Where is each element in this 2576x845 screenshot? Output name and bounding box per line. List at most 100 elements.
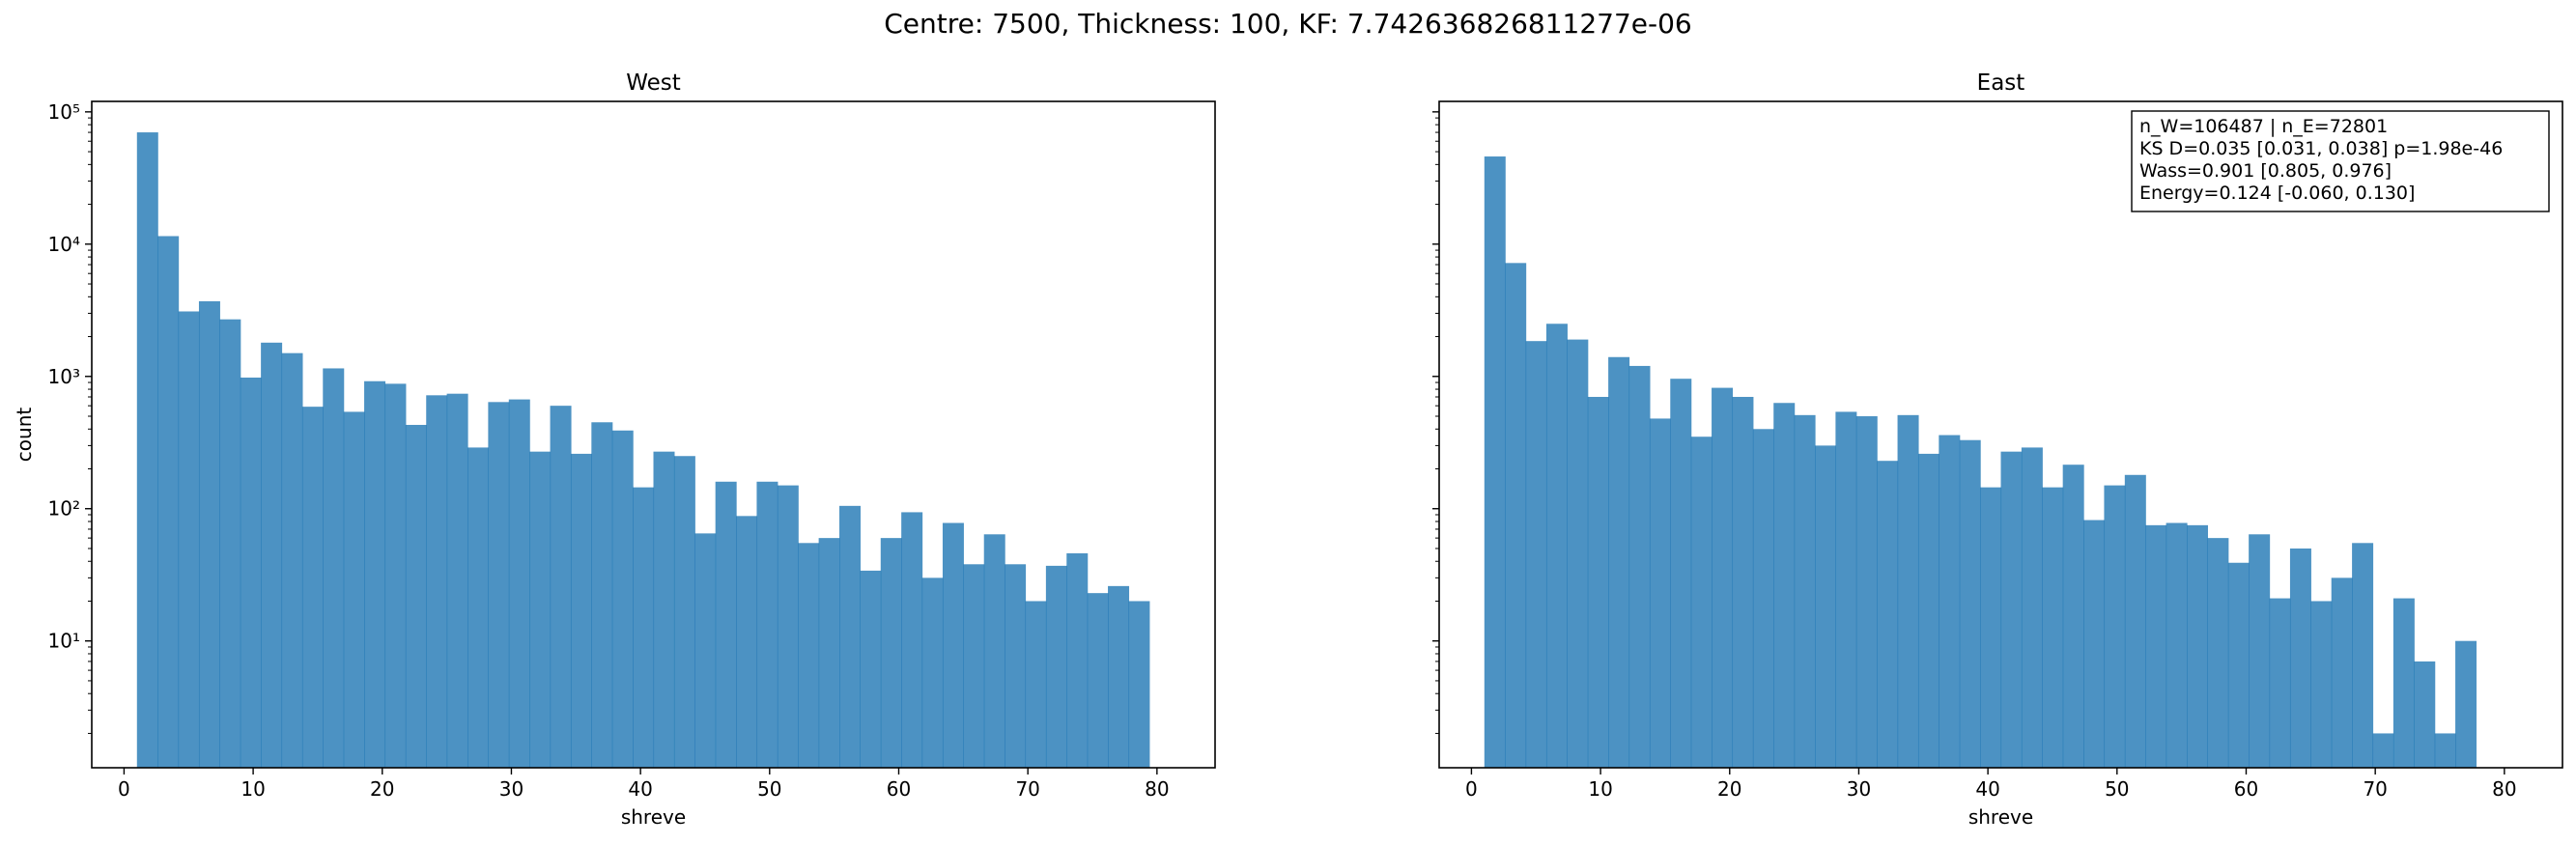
histogram-bar xyxy=(942,522,964,768)
histogram-bar xyxy=(921,577,944,768)
histogram-bar xyxy=(2249,534,2271,768)
histogram-bar xyxy=(1835,411,1857,768)
x-tick-label: 10 xyxy=(1588,777,1612,801)
histogram-bar xyxy=(777,485,799,768)
histogram-bar xyxy=(2289,548,2311,768)
x-tick-label: 40 xyxy=(628,777,652,801)
x-tick-label: 20 xyxy=(1717,777,1741,801)
histogram-bar xyxy=(591,422,613,768)
y-tick-label: 10⁵ xyxy=(48,100,80,124)
histogram-bar xyxy=(2062,465,2084,768)
subplot-east: 0 10 20 30 40 50 60 70 80 East shreve n_W=106487 | … xyxy=(1432,70,2563,829)
histogram-bar xyxy=(261,342,283,768)
histogram-bar xyxy=(1108,585,1130,768)
histogram-bar xyxy=(611,430,634,768)
histogram-bar xyxy=(198,300,220,768)
histogram-bar xyxy=(1917,453,1939,768)
histogram-bar xyxy=(1608,356,1630,768)
histogram-bar xyxy=(1794,414,1816,768)
stats-annotation-line: Energy=0.124 [-0.060, 0.130] xyxy=(2139,183,2415,204)
histogram-bar xyxy=(2310,601,2333,768)
histogram-bar xyxy=(1587,396,1609,768)
histogram-bar xyxy=(1939,435,1961,768)
histogram-bar xyxy=(1690,437,1713,768)
histogram-bar xyxy=(2331,577,2353,768)
histogram-bar xyxy=(1545,324,1568,768)
histogram-bars xyxy=(1484,156,2477,769)
histogram-bar xyxy=(2042,487,2064,768)
histogram-bar xyxy=(633,487,655,768)
histogram-bar xyxy=(1505,263,1527,769)
x-tick-label: 0 xyxy=(1465,777,1478,801)
stats-annotation-line: KS D=0.035 [0.031, 0.038] p=1.98e-46 xyxy=(2139,138,2503,159)
x-tick-label: 80 xyxy=(1145,777,1169,801)
histogram-bar xyxy=(219,319,241,768)
histogram-bar xyxy=(736,516,758,768)
x-tick-label: 50 xyxy=(2105,777,2129,801)
histogram-bar xyxy=(1525,341,1547,768)
histogram-bar xyxy=(1959,439,1981,768)
histogram-bar xyxy=(1649,418,1671,768)
histogram-bar xyxy=(281,352,303,768)
histogram-bar xyxy=(1025,601,1047,768)
histogram-bar xyxy=(756,481,778,768)
histogram-bar xyxy=(529,451,552,768)
histogram-bar xyxy=(798,543,820,768)
histogram-bar xyxy=(1877,461,1899,768)
histogram-bar xyxy=(673,456,695,768)
subplot-title: East xyxy=(1977,70,2025,96)
histogram-bars xyxy=(136,132,1150,768)
histogram-bar xyxy=(860,570,882,768)
subplot-west: 0 10 20 30 40 50 60 70 80 10¹ 10² 10³ 10⁴ 10⁵ West shre… xyxy=(13,70,1216,829)
histogram-bar xyxy=(715,481,737,768)
histogram-bar xyxy=(818,538,840,768)
histogram-bar xyxy=(240,377,262,768)
y-tick-label: 10⁴ xyxy=(48,233,80,256)
histogram-bar xyxy=(653,451,675,768)
stats-annotation-line: Wass=0.901 [0.805, 0.976] xyxy=(2139,160,2392,182)
histogram-bar xyxy=(2021,447,2043,768)
histogram-bar xyxy=(1712,387,1734,768)
histogram-bar xyxy=(2207,538,2229,768)
histogram-bar xyxy=(508,399,530,768)
histogram-bar xyxy=(2104,485,2126,768)
histogram-bar xyxy=(1815,445,1836,768)
histogram-bar xyxy=(2145,524,2167,768)
y-tick-label: 10² xyxy=(48,497,80,521)
histogram-bar xyxy=(1897,414,1919,768)
histogram-bar xyxy=(2166,522,2188,768)
histogram-bar xyxy=(1005,564,1027,768)
histogram-bar xyxy=(1855,416,1878,768)
histogram-bar xyxy=(2414,661,2436,768)
figure-title: Centre: 7500, Thickness: 100, KF: 7.7426… xyxy=(884,8,1692,40)
stats-annotation-box xyxy=(2131,110,2550,212)
histogram-bar xyxy=(1670,379,1692,768)
histogram-bar xyxy=(1980,487,2002,768)
histogram-bar xyxy=(405,424,427,768)
histogram-bar xyxy=(1484,156,1506,769)
histogram-bar xyxy=(301,407,324,768)
histogram-bar xyxy=(1128,601,1150,768)
histogram-bar xyxy=(157,236,180,768)
histogram-bar xyxy=(1045,565,1067,768)
axes-frame xyxy=(1438,100,2563,769)
histogram-bar xyxy=(2372,733,2394,768)
histogram-bar xyxy=(1567,339,1589,768)
y-tick-label: 10³ xyxy=(48,365,80,388)
x-axis-label: shreve xyxy=(1968,805,2033,829)
histogram-bar xyxy=(839,505,861,768)
histogram-bar xyxy=(323,368,345,768)
histogram-bar xyxy=(488,402,510,768)
subplot-title: West xyxy=(626,70,681,96)
histogram-bar xyxy=(2434,733,2456,768)
x-tick-label: 20 xyxy=(370,777,394,801)
histogram-bar xyxy=(426,395,448,768)
histogram-bar xyxy=(963,564,985,768)
axes-frame xyxy=(91,100,1216,769)
histogram-bar xyxy=(1773,403,1796,768)
y-tick-label: 10¹ xyxy=(48,630,80,653)
y-axis-label: count xyxy=(13,408,36,463)
histogram-bar xyxy=(467,447,489,768)
x-tick-label: 70 xyxy=(1015,777,1039,801)
